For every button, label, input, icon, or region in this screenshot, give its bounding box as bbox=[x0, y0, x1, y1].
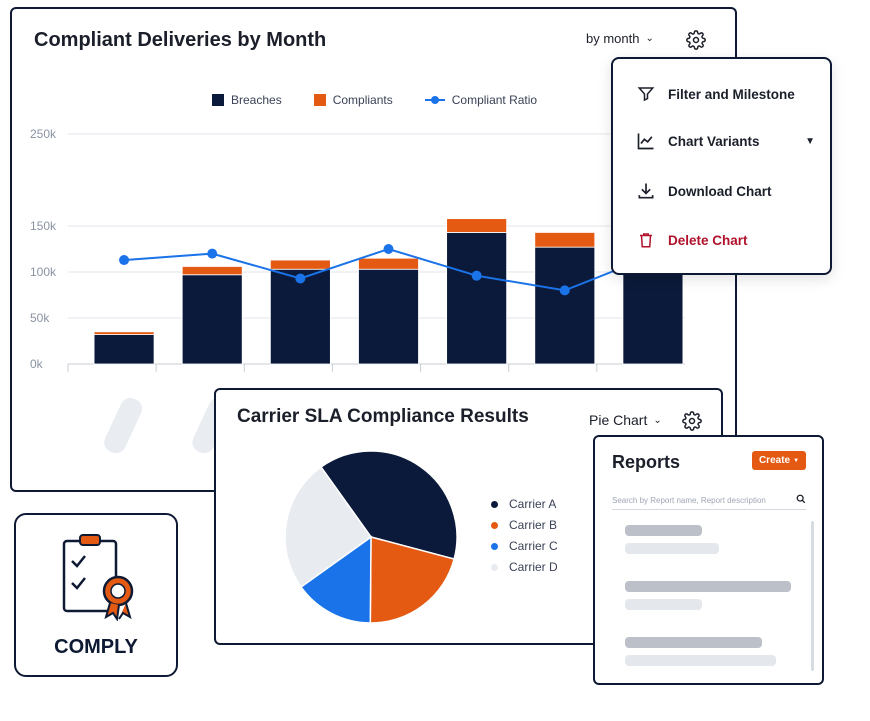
compliant-ratio-point bbox=[119, 255, 130, 266]
pie-legend-item-carrier-a: Carrier A bbox=[491, 497, 556, 511]
pie-slice-carrier-a bbox=[319, 450, 458, 560]
y-tick-label: 0k bbox=[30, 357, 44, 371]
chart-type-select[interactable]: Pie Chart ⌄ bbox=[589, 412, 662, 428]
gear-icon[interactable] bbox=[686, 30, 706, 50]
report-skeleton-subtitle bbox=[625, 655, 776, 666]
menu-item-download-chart[interactable]: Download Chart bbox=[635, 180, 772, 202]
pie-slice-carrier-d bbox=[284, 465, 373, 589]
y-tick-label: 100k bbox=[30, 265, 57, 279]
comply-badge: COMPLY bbox=[14, 513, 178, 677]
clipboard-checklist-icon bbox=[62, 534, 134, 621]
bar-compliants bbox=[93, 331, 155, 335]
caret-down-icon: ▼ bbox=[805, 135, 815, 147]
menu-item-chart-variants[interactable]: Chart Variants ▼ bbox=[635, 130, 815, 152]
report-skeleton-subtitle bbox=[625, 543, 719, 554]
legend-item-compliant-ratio: Compliant Ratio bbox=[424, 93, 537, 107]
report-skeleton-subtitle bbox=[625, 599, 702, 610]
bar-chart-title: Compliant Deliveries by Month bbox=[34, 29, 327, 51]
compliant-ratio-point bbox=[295, 273, 306, 284]
period-select[interactable]: by month ⌄ bbox=[586, 31, 654, 46]
bar-compliants bbox=[269, 259, 331, 270]
report-skeleton-title bbox=[625, 637, 762, 648]
y-tick-label: 150k bbox=[30, 219, 57, 233]
pie-legend-item-carrier-c: Carrier C bbox=[491, 539, 558, 553]
search-icon bbox=[796, 491, 806, 509]
report-search-placeholder: Search by Report name, Report descriptio… bbox=[612, 495, 766, 505]
compliant-ratio-point bbox=[207, 248, 218, 259]
menu-item-delete-chart[interactable]: Delete Chart bbox=[635, 229, 748, 251]
scrollbar[interactable] bbox=[811, 521, 814, 671]
bar-breaches bbox=[358, 268, 419, 365]
compliant-ratio-point bbox=[471, 270, 482, 281]
y-tick-label: 50k bbox=[30, 311, 50, 325]
create-button-label: Create bbox=[758, 455, 791, 466]
comply-label: COMPLY bbox=[54, 636, 138, 658]
bar-compliants bbox=[358, 257, 419, 270]
reports-panel: Reports Create ▼ Search by Report name, … bbox=[593, 435, 824, 685]
legend-item-compliants: Compliants bbox=[313, 93, 393, 107]
reports-title: Reports bbox=[612, 452, 681, 472]
pie-chart bbox=[284, 450, 458, 624]
compliant-ratio-point bbox=[559, 285, 570, 296]
chevron-down-icon: ⌄ bbox=[653, 414, 662, 426]
x-label-skeleton bbox=[104, 397, 143, 454]
trash-icon bbox=[635, 229, 657, 251]
line-chart-icon bbox=[635, 130, 657, 152]
pie-legend-item-carrier-b: Carrier B bbox=[491, 518, 557, 532]
create-button[interactable]: Create ▼ bbox=[752, 451, 806, 470]
gear-icon[interactable] bbox=[682, 411, 702, 431]
pie-legend-item-carrier-d: Carrier D bbox=[491, 560, 558, 574]
chart-options-menu: Filter and Milestone Chart Variants ▼ Do… bbox=[611, 57, 832, 275]
bar-breaches bbox=[446, 232, 508, 365]
chevron-down-icon: ⌄ bbox=[645, 33, 654, 44]
bar-breaches bbox=[181, 274, 243, 365]
download-icon bbox=[635, 180, 657, 202]
report-skeleton-title bbox=[625, 525, 702, 536]
pie-slice-carrier-b bbox=[369, 536, 456, 624]
period-select-label: by month bbox=[586, 31, 640, 46]
bar-chart: 0k 50k 100k 150k 250k bbox=[30, 127, 685, 454]
compliant-ratio-point bbox=[383, 244, 394, 254]
pie-chart-title: Carrier SLA Compliance Results bbox=[237, 406, 529, 427]
bar-compliants bbox=[534, 232, 596, 248]
bar-breaches bbox=[269, 268, 331, 365]
bar-chart-legend: Breaches Compliants Compliant Ratio bbox=[212, 93, 569, 107]
caret-down-icon: ▼ bbox=[793, 457, 800, 464]
bar-compliants bbox=[181, 266, 243, 276]
legend-item-breaches: Breaches bbox=[212, 93, 282, 107]
bar-breaches bbox=[622, 266, 684, 365]
report-skeleton-title bbox=[625, 581, 791, 592]
bar-breaches bbox=[534, 246, 596, 365]
y-tick-label: 250k bbox=[30, 127, 57, 141]
pie-slice-carrier-c bbox=[299, 535, 372, 624]
bar-compliants bbox=[446, 218, 508, 233]
bar-breaches bbox=[93, 334, 155, 365]
report-search-field[interactable]: Search by Report name, Report descriptio… bbox=[612, 491, 806, 510]
filter-icon bbox=[635, 83, 657, 105]
chart-type-select-label: Pie Chart bbox=[589, 412, 648, 428]
menu-item-filter-and-milestone[interactable]: Filter and Milestone bbox=[635, 83, 795, 105]
